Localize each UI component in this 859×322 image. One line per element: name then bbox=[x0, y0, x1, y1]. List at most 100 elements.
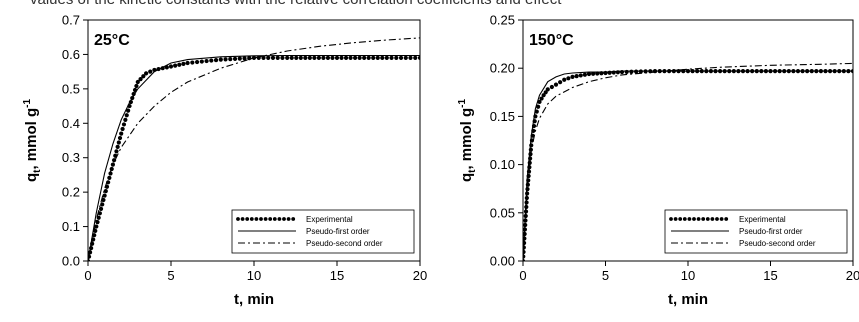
experimental-point bbox=[543, 90, 548, 95]
experimental-point bbox=[366, 55, 371, 60]
experimental-point bbox=[190, 60, 195, 65]
x-axis-label: t, min bbox=[668, 291, 708, 308]
y-tick-label: 0.00 bbox=[490, 254, 515, 269]
chart-panel-25c: 0 5 10 15 20 0.0 0.1 0.2 0.3 0.4 0.5 0.6 0.7 t, min qt… bbox=[22, 13, 427, 309]
legend-marker-experimental bbox=[710, 217, 715, 221]
experimental-point bbox=[209, 58, 214, 63]
legend-marker-experimental bbox=[669, 217, 673, 221]
legend-marker-experimental bbox=[724, 217, 729, 221]
legend-label: Pseudo-first order bbox=[306, 227, 370, 236]
legend-label: Experimental bbox=[306, 215, 353, 224]
experimental-point bbox=[181, 61, 186, 66]
experimental-point bbox=[204, 58, 209, 64]
legend-marker-experimental bbox=[254, 217, 259, 221]
legend: Experimental Pseudo-first order Pseudo-sec… bbox=[231, 209, 415, 254]
y-axis-label-superscript: -1 bbox=[457, 99, 468, 108]
legend-marker-experimental bbox=[715, 217, 719, 221]
x-tick-label: 20 bbox=[413, 268, 427, 283]
chart-150c: 0 5 10 15 20 0.00 0.05 0.10 0.15 0.20 0.25 t, min qt… bbox=[457, 13, 859, 309]
experimental-point bbox=[280, 55, 285, 60]
experimental-point bbox=[545, 87, 550, 92]
x-tick-label: 10 bbox=[681, 268, 695, 283]
legend-marker-experimental bbox=[701, 217, 706, 221]
x-tick-label: 15 bbox=[330, 268, 344, 283]
experimental-point bbox=[185, 60, 190, 66]
experimental-point bbox=[285, 55, 290, 60]
legend-marker-experimental bbox=[259, 217, 263, 221]
legend-marker-experimental bbox=[692, 217, 696, 221]
experimental-point bbox=[138, 77, 143, 82]
experimental-point bbox=[168, 64, 174, 69]
experimental-point bbox=[541, 93, 546, 98]
experimental-point bbox=[102, 193, 107, 198]
experimental-point bbox=[213, 57, 219, 63]
experimental-point bbox=[251, 55, 257, 60]
chart-25c: 0 5 10 15 20 0.0 0.1 0.2 0.3 0.4 0.5 0.6 0.7 t, min qt… bbox=[22, 13, 427, 309]
caption-fragment: values of the kinetic constants with the… bbox=[30, 0, 830, 9]
experimental-point bbox=[228, 57, 233, 62]
x-tick-label: 15 bbox=[763, 268, 777, 283]
x-tick-label: 20 bbox=[846, 268, 859, 283]
experimental-point bbox=[194, 59, 200, 65]
experimental-point bbox=[629, 69, 634, 74]
experimental-point bbox=[339, 55, 344, 60]
y-axis-label-q: q bbox=[23, 173, 40, 182]
pseudo-second-order-line bbox=[523, 62, 853, 261]
x-tick-label: 0 bbox=[84, 268, 91, 283]
legend-marker-experimental bbox=[286, 217, 291, 221]
experimental-point bbox=[98, 206, 104, 211]
y-tick-label: 0.05 bbox=[490, 205, 515, 220]
experimental-point bbox=[582, 72, 587, 77]
legend: Experimental Pseudo-first order Pseudo-sec… bbox=[664, 209, 848, 254]
y-tick-label: 0.7 bbox=[62, 13, 80, 28]
experimental-point bbox=[403, 55, 408, 60]
experimental-point bbox=[289, 55, 294, 60]
experimental-point bbox=[124, 113, 129, 118]
experimental-point bbox=[115, 144, 120, 149]
experimental-point bbox=[357, 55, 362, 60]
experimental-point bbox=[537, 99, 542, 105]
y-axis-label-q: q bbox=[458, 173, 475, 182]
legend-marker-experimental bbox=[245, 217, 250, 221]
experimental-point bbox=[144, 71, 149, 76]
y-tick-label: 0.20 bbox=[490, 61, 515, 76]
experimental-point bbox=[362, 55, 367, 60]
experimental-point bbox=[375, 55, 380, 60]
legend-marker-experimental bbox=[268, 217, 273, 221]
experimental-point bbox=[534, 109, 539, 114]
legend-marker-experimental bbox=[272, 217, 277, 221]
legend-label: Pseudo-second order bbox=[306, 239, 383, 248]
experimental-point bbox=[177, 62, 182, 67]
legend-label: Pseudo-first order bbox=[739, 227, 803, 236]
legend-marker-experimental bbox=[291, 217, 296, 221]
legend-marker-experimental bbox=[282, 217, 286, 221]
legend-marker-experimental bbox=[687, 217, 692, 221]
series-group bbox=[88, 37, 420, 261]
legend-marker-experimental bbox=[719, 217, 724, 221]
y-tick-label: 0.5 bbox=[62, 81, 80, 96]
experimental-point bbox=[586, 71, 592, 77]
experimental-point bbox=[232, 56, 238, 61]
legend-marker-experimental bbox=[277, 217, 282, 221]
temperature-label: 25°C bbox=[94, 32, 130, 49]
experimental-point bbox=[307, 55, 312, 60]
y-tick-label: 0.10 bbox=[490, 157, 515, 172]
experimental-point bbox=[103, 189, 108, 194]
experimental-point bbox=[417, 55, 420, 60]
experimental-point bbox=[120, 126, 125, 132]
experimental-point bbox=[371, 55, 376, 60]
experimental-point bbox=[303, 55, 308, 60]
legend-label: Pseudo-second order bbox=[739, 239, 816, 248]
experimental-point bbox=[566, 76, 571, 81]
experimental-point bbox=[106, 180, 111, 185]
experimental-point bbox=[316, 55, 321, 60]
legend-marker-experimental bbox=[682, 217, 687, 221]
legend-marker-experimental bbox=[678, 217, 683, 221]
experimental-point bbox=[536, 104, 541, 109]
experimental-point bbox=[562, 77, 567, 82]
y-axis-label: qt, mmol g-1 bbox=[22, 99, 43, 183]
experimental-point bbox=[148, 69, 153, 74]
y-tick-label: 0.0 bbox=[62, 254, 80, 269]
x-tick-label: 10 bbox=[247, 268, 261, 283]
experimental-point bbox=[591, 71, 596, 76]
